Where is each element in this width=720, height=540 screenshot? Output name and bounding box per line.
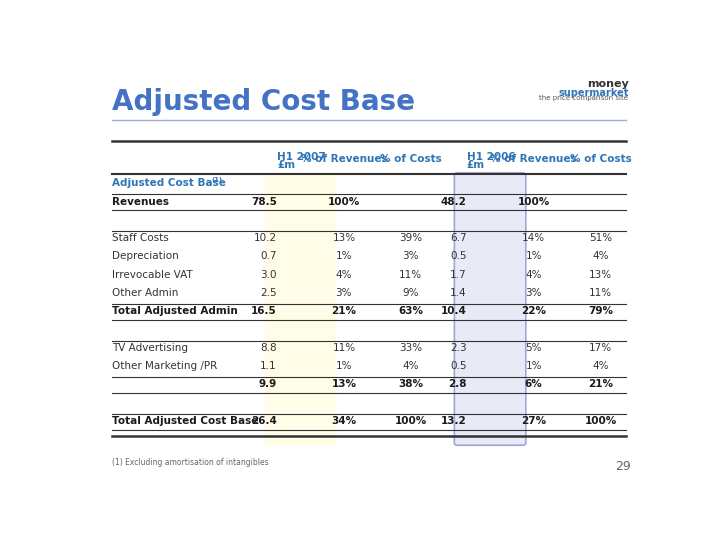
Text: % of Costs: % of Costs <box>570 154 631 164</box>
Text: 34%: 34% <box>331 416 356 426</box>
Text: 100%: 100% <box>395 416 427 426</box>
Text: 1%: 1% <box>336 252 352 261</box>
FancyBboxPatch shape <box>265 173 336 445</box>
Text: 63%: 63% <box>398 306 423 316</box>
Text: 11%: 11% <box>589 288 612 298</box>
Text: 14%: 14% <box>522 233 545 243</box>
Text: 4%: 4% <box>402 361 419 371</box>
Text: 0.7: 0.7 <box>261 252 277 261</box>
Text: 79%: 79% <box>588 306 613 316</box>
Text: 4%: 4% <box>593 361 609 371</box>
Text: 2.8: 2.8 <box>448 380 467 389</box>
Text: 100%: 100% <box>585 416 617 426</box>
Text: (1): (1) <box>212 177 222 183</box>
Text: Adjusted Cost Base: Adjusted Cost Base <box>112 87 415 116</box>
Text: 10.4: 10.4 <box>441 306 467 316</box>
Text: 1%: 1% <box>526 361 542 371</box>
Text: £m: £m <box>277 160 295 170</box>
Text: 1.7: 1.7 <box>450 269 467 280</box>
Text: Adjusted Cost Base: Adjusted Cost Base <box>112 178 226 188</box>
Text: 6%: 6% <box>525 380 542 389</box>
Text: supermarket: supermarket <box>558 87 629 98</box>
Text: 38%: 38% <box>398 380 423 389</box>
Text: 22%: 22% <box>521 306 546 316</box>
Text: 48.2: 48.2 <box>441 197 467 206</box>
Text: 4%: 4% <box>593 252 609 261</box>
Text: 6.7: 6.7 <box>450 233 467 243</box>
Text: 11%: 11% <box>333 343 356 353</box>
Text: 3%: 3% <box>526 288 542 298</box>
Text: 4%: 4% <box>526 269 542 280</box>
Text: money: money <box>587 79 629 89</box>
Text: 16.5: 16.5 <box>251 306 277 316</box>
Text: Depreciation: Depreciation <box>112 252 179 261</box>
Text: 8.8: 8.8 <box>261 343 277 353</box>
Text: 9%: 9% <box>402 288 419 298</box>
Text: 39%: 39% <box>400 233 423 243</box>
Text: TV Advertising: TV Advertising <box>112 343 189 353</box>
Text: (1) Excluding amortisation of intangibles: (1) Excluding amortisation of intangible… <box>112 458 269 467</box>
Text: 33%: 33% <box>400 343 423 353</box>
Text: 100%: 100% <box>328 197 360 206</box>
Text: 78.5: 78.5 <box>251 197 277 206</box>
Text: % of Costs: % of Costs <box>380 154 442 164</box>
Text: % of Revenues: % of Revenues <box>300 154 387 164</box>
Text: 26.4: 26.4 <box>251 416 277 426</box>
Text: 1%: 1% <box>336 361 352 371</box>
Text: 1.1: 1.1 <box>261 361 277 371</box>
Text: 100%: 100% <box>518 197 550 206</box>
Text: % of Revenues: % of Revenues <box>490 154 577 164</box>
Text: 27%: 27% <box>521 416 546 426</box>
Text: 2.5: 2.5 <box>261 288 277 298</box>
Text: 1%: 1% <box>526 252 542 261</box>
Text: Other Admin: Other Admin <box>112 288 179 298</box>
Text: 10.2: 10.2 <box>254 233 277 243</box>
Text: 0.5: 0.5 <box>450 252 467 261</box>
Text: 13.2: 13.2 <box>441 416 467 426</box>
Text: 13%: 13% <box>589 269 612 280</box>
Text: Total Adjusted Admin: Total Adjusted Admin <box>112 306 238 316</box>
Text: 13%: 13% <box>331 380 356 389</box>
Text: 3.0: 3.0 <box>261 269 277 280</box>
Text: 21%: 21% <box>588 380 613 389</box>
Text: 1.4: 1.4 <box>450 288 467 298</box>
Text: 5%: 5% <box>526 343 542 353</box>
Text: Other Marketing /PR: Other Marketing /PR <box>112 361 217 371</box>
Text: 3%: 3% <box>336 288 352 298</box>
Text: Total Adjusted Cost Base: Total Adjusted Cost Base <box>112 416 258 426</box>
Text: 2.3: 2.3 <box>450 343 467 353</box>
Text: 0.5: 0.5 <box>450 361 467 371</box>
FancyBboxPatch shape <box>454 173 526 445</box>
Text: H1 2006: H1 2006 <box>467 152 516 162</box>
Text: £m: £m <box>467 160 485 170</box>
Text: 9.9: 9.9 <box>258 380 277 389</box>
Text: 11%: 11% <box>400 269 423 280</box>
Text: 13%: 13% <box>333 233 356 243</box>
Text: Staff Costs: Staff Costs <box>112 233 169 243</box>
Text: 51%: 51% <box>589 233 612 243</box>
Text: 3%: 3% <box>402 252 419 261</box>
Text: H1 2007: H1 2007 <box>277 152 325 162</box>
Text: 21%: 21% <box>331 306 356 316</box>
Text: Irrevocable VAT: Irrevocable VAT <box>112 269 193 280</box>
Text: Revenues: Revenues <box>112 197 169 206</box>
Text: 17%: 17% <box>589 343 612 353</box>
Text: the price comparison site: the price comparison site <box>539 94 629 101</box>
Text: 29: 29 <box>616 460 631 473</box>
Text: 4%: 4% <box>336 269 352 280</box>
